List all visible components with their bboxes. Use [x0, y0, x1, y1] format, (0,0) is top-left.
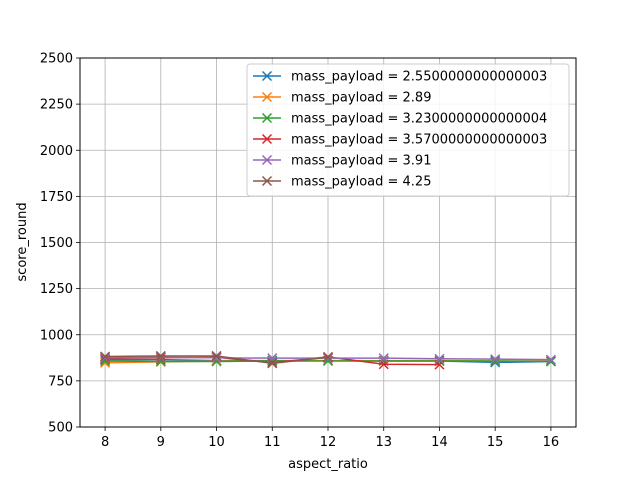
x-tick-label: 15 — [487, 435, 504, 450]
y-tick-label: 1750 — [40, 190, 73, 205]
legend: mass_payload = 2.5500000000000003 mass_pa… — [246, 63, 570, 197]
legend-marker — [261, 70, 273, 82]
legend-entry: mass_payload = 2.89 — [253, 91, 431, 106]
legend-entry: mass_payload = 3.91 — [253, 154, 431, 169]
legend-marker — [261, 112, 273, 124]
y-tick-label: 750 — [48, 374, 73, 389]
x-tick-label: 12 — [320, 435, 337, 450]
data-point-marker — [100, 352, 111, 363]
x-tick-label: 14 — [431, 435, 448, 450]
data-point-marker — [434, 353, 445, 364]
data-point-marker — [490, 355, 501, 366]
data-point-marker — [100, 351, 111, 362]
data-point-marker — [211, 350, 222, 361]
data-point-marker — [155, 350, 166, 361]
y-axis-ticks: 500 750 1000 1250 1500 1750 2000 2250 2500 — [40, 52, 80, 436]
series-6 — [100, 350, 334, 369]
legend-marker — [261, 154, 273, 166]
legend-entry: mass_payload = 2.5500000000000003 — [253, 70, 547, 85]
data-point-marker — [545, 354, 556, 365]
data-point-marker — [322, 352, 334, 363]
y-tick-label: 2500 — [40, 52, 73, 67]
x-axis-label: aspect_ratio — [288, 457, 368, 472]
y-tick-label: 1500 — [40, 236, 73, 251]
series-layer — [100, 350, 556, 370]
legend-marker — [261, 175, 273, 187]
legend-label: mass_payload = 3.5700000000000003 — [291, 133, 547, 148]
legend-label: mass_payload = 4.25 — [291, 175, 431, 190]
x-tick-label: 16 — [543, 435, 560, 450]
data-point-marker — [378, 353, 389, 364]
legend-label: mass_payload = 2.5500000000000003 — [291, 70, 547, 85]
y-tick-label: 2000 — [40, 144, 73, 159]
legend-label: mass_payload = 2.89 — [291, 91, 431, 106]
x-tick-label: 11 — [264, 435, 281, 450]
y-tick-label: 1000 — [40, 328, 73, 343]
y-tick-label: 500 — [48, 421, 73, 436]
legend-entry: mass_payload = 4.25 — [253, 175, 431, 190]
x-tick-label: 8 — [101, 435, 109, 450]
y-axis-label: score_round — [15, 202, 30, 281]
x-tick-label: 10 — [208, 435, 225, 450]
legend-label: mass_payload = 3.91 — [291, 154, 431, 169]
y-tick-label: 2250 — [40, 98, 73, 113]
x-axis-ticks: 8 9 10 11 12 13 14 15 16 — [101, 427, 559, 450]
legend-entry: mass_payload = 3.2300000000000004 — [253, 112, 547, 127]
legend-marker — [261, 133, 273, 145]
x-tick-label: 9 — [157, 435, 165, 450]
legend-marker — [261, 91, 273, 103]
x-tick-label: 13 — [375, 435, 392, 450]
legend-label: mass_payload = 3.2300000000000004 — [291, 112, 547, 127]
data-point-marker — [490, 354, 501, 365]
data-point-marker — [267, 358, 278, 369]
data-point-marker — [545, 356, 556, 367]
y-tick-label: 1250 — [40, 282, 73, 297]
legend-box — [246, 63, 570, 197]
legend-entry: mass_payload = 3.5700000000000003 — [253, 133, 547, 148]
data-point-marker — [211, 352, 222, 363]
data-point-marker — [155, 352, 166, 363]
